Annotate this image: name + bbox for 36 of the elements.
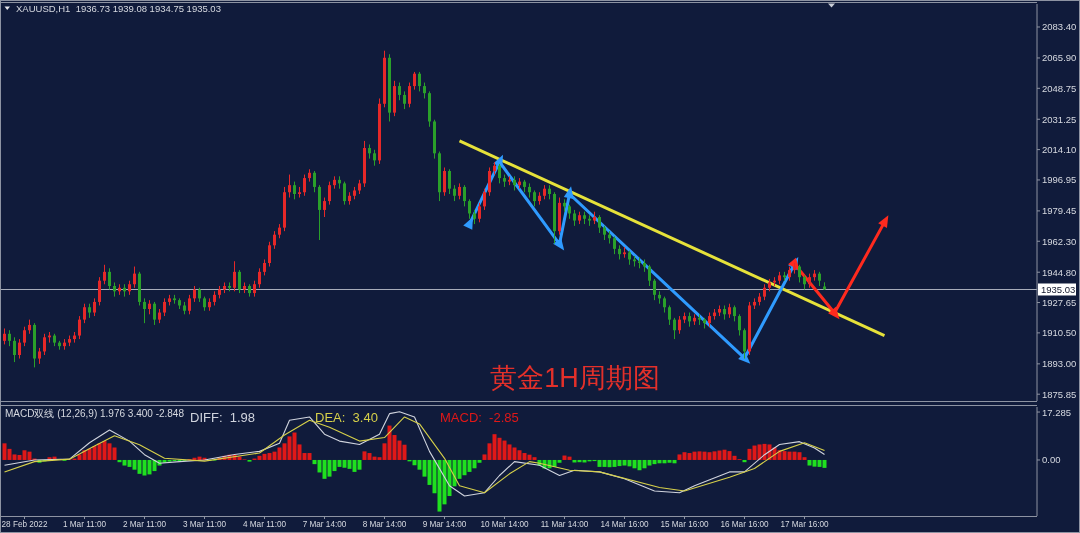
x-tick-label: 8 Mar 14:00: [362, 520, 407, 529]
y-tick-label: 1944.80: [1042, 266, 1077, 278]
x-tick-label: 10 Mar 14:00: [480, 520, 530, 529]
x-tick-label: 1 Mar 11:00: [62, 520, 107, 529]
y-tick-label: 17.285: [1042, 406, 1072, 418]
series-label: DEA: 3.40: [315, 409, 378, 425]
x-tick-label: 3 Mar 11:00: [182, 520, 227, 529]
x-tick-label: 28 Feb 2022: [1, 520, 48, 529]
ref-line-label: 1935.03: [1041, 283, 1076, 295]
x-tick-label: 15 Mar 16:00: [660, 520, 710, 529]
annotation: 黄金1H周期图: [490, 363, 660, 393]
y-tick-label: 2031.25: [1042, 113, 1077, 125]
y-tick-label: 1875.85: [1042, 388, 1077, 400]
y-tick-label: 1927.65: [1042, 297, 1077, 309]
y-tick-label: 2048.75: [1042, 82, 1077, 94]
y-tick-label: 1996.95: [1042, 174, 1077, 186]
x-tick-label: 17 Mar 16:00: [780, 520, 830, 529]
series-label: MACD: -2.85: [440, 409, 519, 425]
x-tick-label: 7 Mar 14:00: [302, 520, 347, 529]
x-tick-label: 14 Mar 16:00: [600, 520, 650, 529]
y-tick-label: 2014.10: [1042, 144, 1077, 156]
y-tick-label: 1979.45: [1042, 205, 1077, 217]
y-tick-label: 1962.30: [1042, 235, 1077, 247]
x-tick-label: 4 Mar 11:00: [242, 520, 287, 529]
text: DIFF: 1.98: [190, 409, 256, 425]
chart-title: MACD双线 (12,26,9) 1.976 3.400 -2.848: [5, 408, 185, 419]
x-tick-label: 16 Mar 16:00: [720, 520, 770, 529]
y-tick-label: 1910.50: [1042, 327, 1077, 339]
y-tick-label: 2083.40: [1042, 21, 1077, 33]
y-tick-label: 2065.90: [1042, 52, 1077, 64]
y-tick-label: 1893.00: [1042, 358, 1077, 370]
chart-title: XAUUSD,H1 1936.73 1939.08 1934.75 1935.03: [16, 3, 221, 14]
y-tick-label: 0.00: [1042, 454, 1061, 466]
x-tick-label: 2 Mar 11:00: [122, 520, 167, 529]
x-tick-label: 11 Mar 14:00: [540, 520, 589, 529]
x-tick-label: 9 Mar 14:00: [422, 520, 467, 529]
